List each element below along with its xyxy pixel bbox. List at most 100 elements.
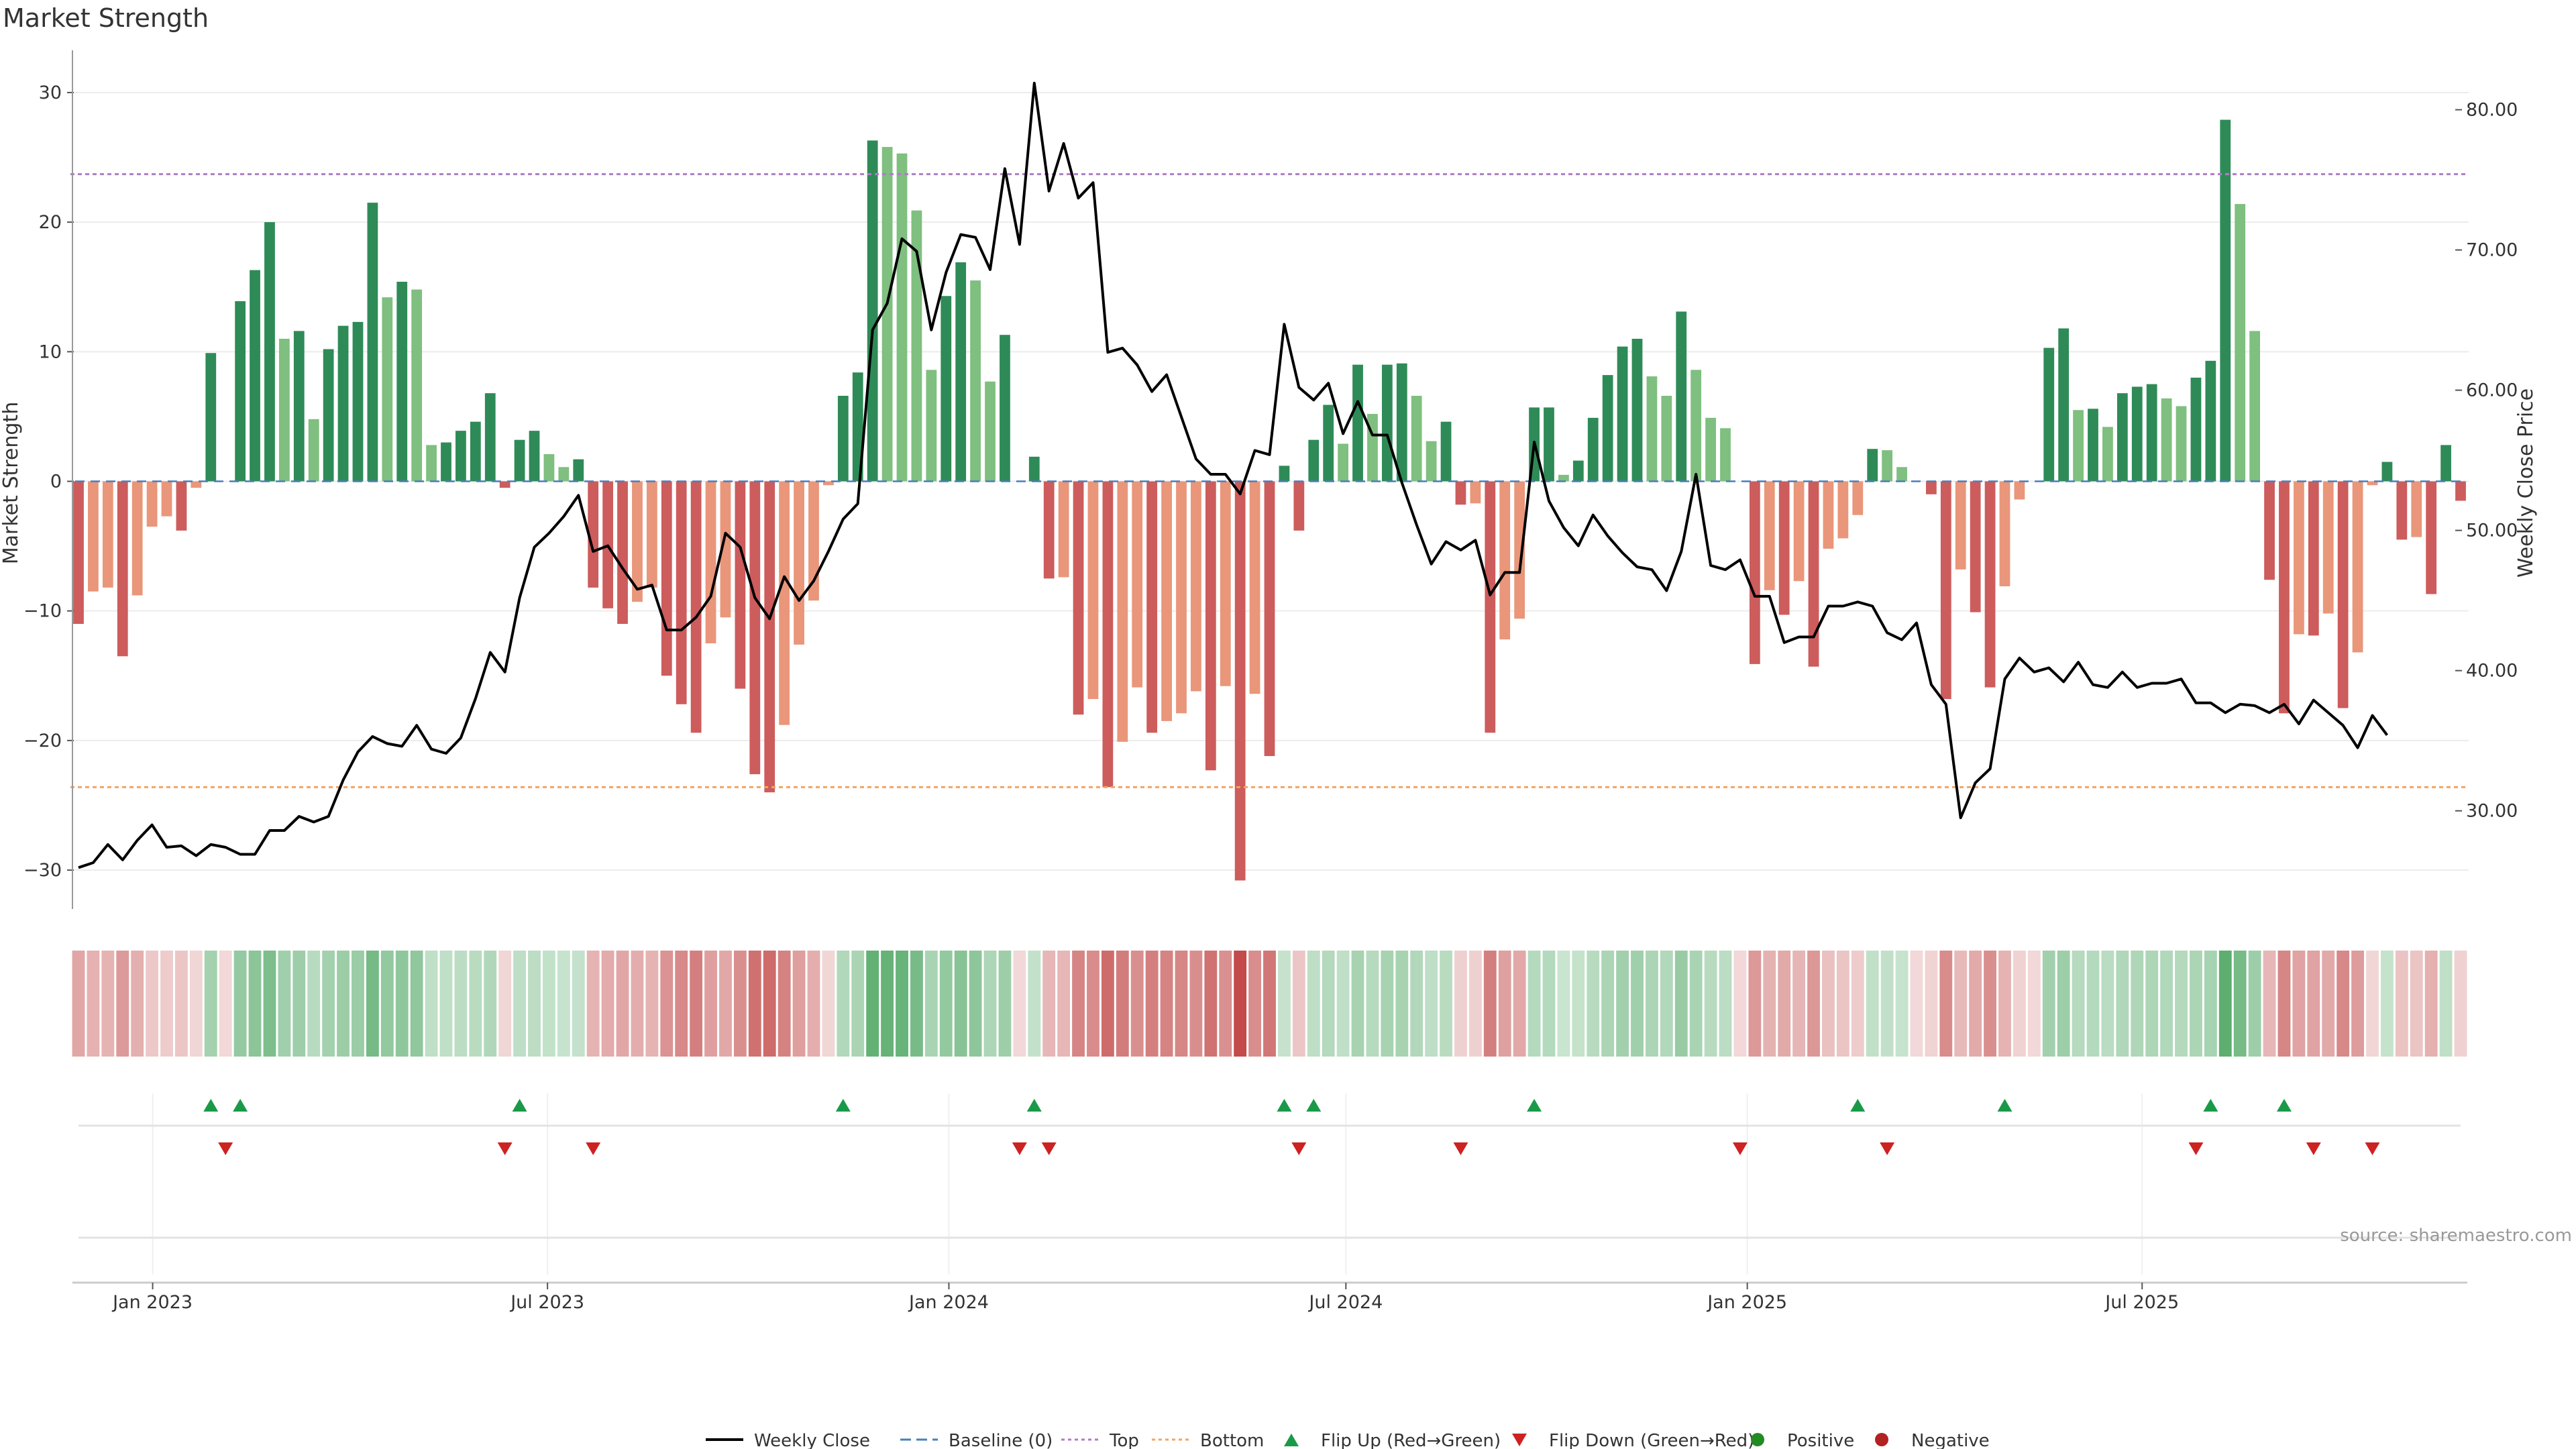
strength-bar bbox=[646, 481, 657, 588]
heat-cell bbox=[2072, 951, 2085, 1057]
strength-bar bbox=[382, 297, 393, 482]
strength-bar bbox=[2455, 481, 2466, 501]
strength-bar bbox=[1338, 443, 1348, 482]
heat-cell bbox=[1292, 951, 1305, 1057]
heat-cell bbox=[2337, 951, 2350, 1057]
heat-cell bbox=[1969, 951, 1982, 1057]
heat-cell bbox=[1160, 951, 1173, 1057]
flip-down-marker bbox=[1041, 1142, 1057, 1155]
strength-bar bbox=[2058, 328, 2070, 482]
heat-cell bbox=[72, 951, 85, 1057]
strength-bar bbox=[1705, 417, 1716, 482]
flip-down-marker bbox=[2306, 1142, 2321, 1155]
legend-positive: Positive bbox=[1751, 1431, 1854, 1449]
flip-up-marker bbox=[203, 1099, 219, 1112]
strength-bar bbox=[1572, 460, 1584, 482]
heat-cell bbox=[1498, 951, 1511, 1057]
heat-cell bbox=[1645, 951, 1658, 1057]
strength-bar bbox=[308, 419, 319, 482]
strength-bar bbox=[2146, 384, 2157, 482]
heat-cell bbox=[1042, 951, 1056, 1057]
heat-cell bbox=[1733, 951, 1747, 1057]
heat-cell bbox=[1263, 951, 1276, 1057]
strength-bar bbox=[794, 481, 804, 645]
y-tick-label-left: 0 bbox=[50, 472, 62, 492]
heat-cell bbox=[1454, 951, 1467, 1057]
heat-cell bbox=[1101, 951, 1114, 1057]
flip-up-marker bbox=[512, 1099, 527, 1112]
strength-bar bbox=[705, 481, 716, 643]
strength-bar bbox=[543, 453, 555, 482]
strength-bar bbox=[2235, 204, 2246, 482]
heat-cell bbox=[2454, 951, 2467, 1057]
heat-cell bbox=[1836, 951, 1849, 1057]
strength-bar bbox=[1440, 421, 1452, 482]
heat-cell bbox=[1395, 951, 1409, 1057]
strength-bar bbox=[896, 153, 908, 482]
strength-bar bbox=[1146, 481, 1158, 733]
heat-cell bbox=[528, 951, 541, 1057]
heat-cell bbox=[1880, 951, 1894, 1057]
strength-bar bbox=[1381, 364, 1393, 482]
heat-cell bbox=[733, 951, 747, 1057]
strength-bar bbox=[1087, 481, 1099, 700]
strength-bar bbox=[235, 301, 246, 482]
heat-cell bbox=[763, 951, 776, 1057]
strength-bar bbox=[1690, 370, 1702, 482]
heat-cell bbox=[1792, 951, 1806, 1057]
heat-cell bbox=[292, 951, 306, 1057]
x-tick-label: Jan 2023 bbox=[111, 1292, 193, 1313]
strength-bar bbox=[588, 481, 599, 588]
heat-cell bbox=[2042, 951, 2055, 1057]
flip-up-marker bbox=[1850, 1099, 1866, 1112]
strength-bar bbox=[1000, 335, 1010, 482]
heat-cell bbox=[1954, 951, 1968, 1057]
heat-cell bbox=[2190, 951, 2202, 1057]
strength-bar bbox=[2176, 406, 2187, 482]
y-tick-label-right: 40.00 bbox=[2466, 661, 2518, 682]
strength-bar bbox=[2322, 481, 2334, 614]
strength-bar bbox=[161, 481, 172, 517]
heat-cell bbox=[851, 951, 865, 1057]
heat-cell bbox=[1572, 951, 1585, 1057]
strength-bar bbox=[881, 147, 893, 482]
strength-bar bbox=[1426, 441, 1437, 482]
legend-flip-up: Flip Up (Red→Green) bbox=[1284, 1431, 1501, 1449]
strength-bar bbox=[1514, 481, 1525, 619]
strength-bar bbox=[1617, 346, 1628, 482]
legend-negative: Negative bbox=[1875, 1431, 1990, 1449]
heat-cell bbox=[1234, 951, 1247, 1057]
strength-bar bbox=[1808, 481, 1819, 667]
strength-bar bbox=[1940, 481, 1951, 700]
heat-cell bbox=[1910, 951, 1923, 1057]
strength-bar bbox=[808, 481, 819, 601]
strength-bar bbox=[1117, 481, 1128, 742]
legend-flip-up-label: Flip Up (Red→Green) bbox=[1321, 1431, 1501, 1449]
heat-cell bbox=[1116, 951, 1129, 1057]
strength-bar bbox=[1499, 481, 1511, 640]
heat-cell bbox=[146, 951, 159, 1057]
legend-negative-label: Negative bbox=[1911, 1431, 1990, 1449]
heat-cell bbox=[998, 951, 1012, 1057]
y-axis-title-right: Weekly Close Price bbox=[2514, 388, 2538, 578]
strength-bar bbox=[2426, 481, 2437, 594]
y-tick-label-left: −30 bbox=[23, 860, 62, 881]
strength-bar bbox=[1470, 481, 1481, 504]
heat-cell bbox=[1778, 951, 1791, 1057]
heat-cell bbox=[1866, 951, 1879, 1057]
heat-cell bbox=[572, 951, 585, 1057]
strength-bar bbox=[1793, 481, 1805, 582]
strength-bar bbox=[1058, 481, 1069, 578]
strength-bar bbox=[102, 481, 113, 588]
heat-cell bbox=[2204, 951, 2217, 1057]
heat-cell bbox=[87, 951, 100, 1057]
x-tick-label: Jan 2024 bbox=[908, 1292, 989, 1313]
heat-cell bbox=[557, 951, 570, 1057]
strength-bar bbox=[1955, 481, 1966, 570]
heat-cell bbox=[337, 951, 350, 1057]
x-tick-label: Jul 2023 bbox=[509, 1292, 584, 1313]
strength-bar bbox=[749, 481, 761, 775]
legend-swatch bbox=[1284, 1434, 1299, 1446]
strength-bar bbox=[73, 481, 84, 624]
strength-bar bbox=[499, 481, 511, 488]
